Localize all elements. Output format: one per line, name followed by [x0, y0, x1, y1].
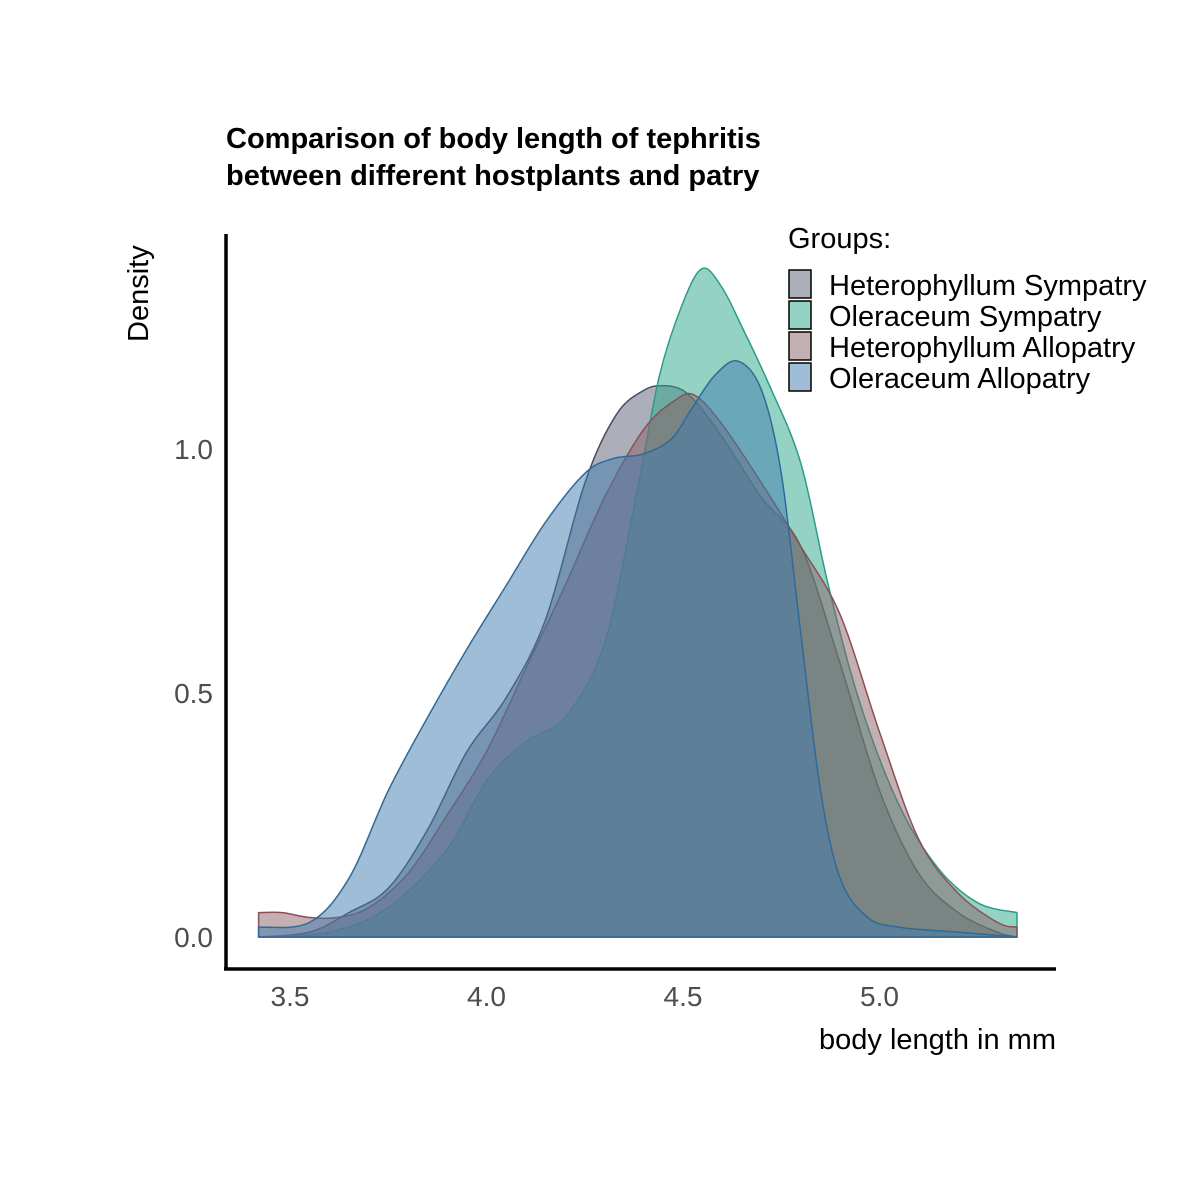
density-series-layer — [257, 267, 1018, 938]
legend-swatch-2 — [788, 331, 812, 361]
x-tick-label-0: 3.5 — [271, 981, 310, 1012]
y-tick-labels: 0.0 0.5 1.0 — [174, 434, 213, 953]
legend-label-2: Heterophyllum Allopatry — [829, 332, 1136, 364]
legend-label-1: Oleraceum Sympatry — [829, 301, 1102, 333]
x-axis-title: body length in mm — [819, 1024, 1056, 1056]
y-axis-title: Density — [123, 245, 155, 342]
legend-swatch-3 — [788, 362, 812, 392]
legend-swatch-1 — [788, 300, 812, 330]
x-tick-label-3: 5.0 — [860, 981, 899, 1012]
x-tick-label-2: 4.5 — [664, 981, 703, 1012]
legend-title: Groups: — [788, 223, 891, 255]
legend-swatch-0 — [788, 269, 812, 299]
x-tick-labels: 3.5 4.0 4.5 5.0 — [271, 981, 899, 1012]
chart-title-line-1: Comparison of body length of tephritis — [226, 123, 761, 155]
chart-title-line-2: between different hostplants and patry — [226, 160, 759, 192]
legend: Groups: Heterophyllum SympatryOleraceum … — [788, 223, 1147, 395]
x-tick-label-1: 4.0 — [467, 981, 506, 1012]
density-area-3 — [257, 360, 1018, 938]
y-tick-label-2: 1.0 — [174, 434, 213, 465]
legend-label-3: Oleraceum Allopatry — [829, 363, 1091, 395]
legend-label-0: Heterophyllum Sympatry — [829, 270, 1147, 302]
y-tick-label-0: 0.0 — [174, 922, 213, 953]
y-tick-label-1: 0.5 — [174, 678, 213, 709]
